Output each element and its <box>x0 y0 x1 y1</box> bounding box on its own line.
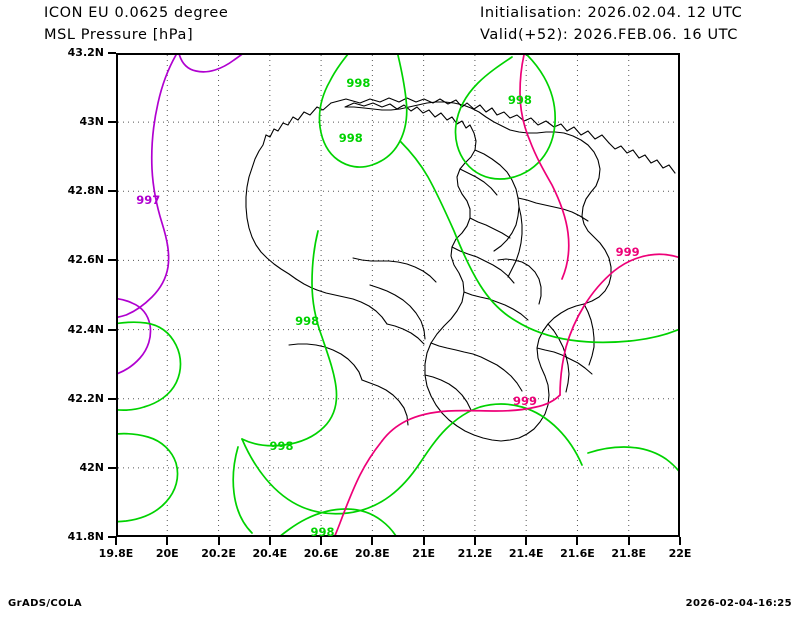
initialisation-time: Initialisation: 2026.02.04. 12 UTC <box>480 5 743 21</box>
x-axis-tick <box>679 537 681 545</box>
y-axis-label: 42.8N <box>67 184 104 198</box>
y-axis-tick <box>108 259 116 262</box>
contour-value-label: 997 <box>136 193 161 208</box>
y-axis-tick <box>108 397 116 400</box>
grid-lines <box>118 55 678 535</box>
isobar-999 <box>334 55 678 535</box>
contour-value-label: 998 <box>338 130 363 145</box>
contour-map-svg <box>118 55 678 535</box>
y-axis-label: 42.2N <box>67 391 104 405</box>
contour-value-label: 998 <box>295 314 320 329</box>
field-title: MSL Pressure [hPa] <box>44 27 194 43</box>
x-axis-label: 19.8E <box>98 547 134 560</box>
x-axis-tick <box>473 537 476 545</box>
y-axis-label: 42N <box>79 460 104 474</box>
valid-time: Valid(+52): 2026.FEB.06. 16 UTC <box>480 27 738 43</box>
y-axis-tick <box>108 190 116 193</box>
model-title: ICON EU 0.0625 degree <box>44 5 229 21</box>
x-axis-label: 20.8E <box>355 547 390 560</box>
y-axis-tick <box>108 52 116 54</box>
x-axis-label: 21.8E <box>611 547 647 560</box>
contour-value-label: 998 <box>507 92 532 107</box>
x-axis-tick <box>320 537 323 545</box>
x-axis-tick <box>217 537 220 545</box>
x-axis-tick <box>371 537 374 545</box>
x-axis-label: 22E <box>668 547 692 560</box>
x-axis-tick <box>525 537 528 545</box>
isobar-998 <box>118 55 678 535</box>
x-axis-tick <box>115 537 117 545</box>
contour-value-label: 998 <box>269 438 294 453</box>
render-timestamp: 2026-02-04-16:25 <box>685 598 792 609</box>
isobar-997 <box>118 55 243 375</box>
x-axis-label: 20E <box>155 547 179 560</box>
x-axis-tick <box>422 537 425 545</box>
administrative-boundaries <box>245 97 676 442</box>
x-axis-tick <box>627 537 630 545</box>
y-axis-tick <box>108 328 116 331</box>
x-axis-label: 21.6E <box>560 547 595 560</box>
contour-value-label: 998 <box>346 75 371 90</box>
y-axis-label: 43N <box>79 115 104 129</box>
x-axis-label: 21E <box>412 547 436 560</box>
x-axis-tick <box>576 537 579 545</box>
y-axis-label: 42.4N <box>67 322 104 336</box>
x-axis-label: 20.6E <box>303 547 339 560</box>
y-axis-tick <box>108 121 116 124</box>
contour-value-label: 999 <box>513 393 538 408</box>
x-axis-tick <box>268 537 271 545</box>
credit-label: GrADS/COLA <box>8 598 82 609</box>
y-axis-label: 43.2N <box>67 46 104 59</box>
map-plot-area: 998 998 998 997 999 998 999 998 998 <box>116 53 680 540</box>
contour-value-label: 999 <box>615 245 640 260</box>
x-axis-tick <box>166 537 169 545</box>
x-axis-label: 20.2E <box>201 547 236 560</box>
y-axis-label: 42.6N <box>67 253 104 267</box>
y-axis-label: 41.8N <box>67 530 104 543</box>
contour-value-label: 998 <box>310 525 335 540</box>
y-axis-tick <box>108 466 116 469</box>
x-axis-label: 21.2E <box>457 547 493 560</box>
y-axis-tick <box>108 536 116 538</box>
x-axis-label: 20.4E <box>252 547 288 560</box>
x-axis-label: 21.4E <box>508 547 544 560</box>
